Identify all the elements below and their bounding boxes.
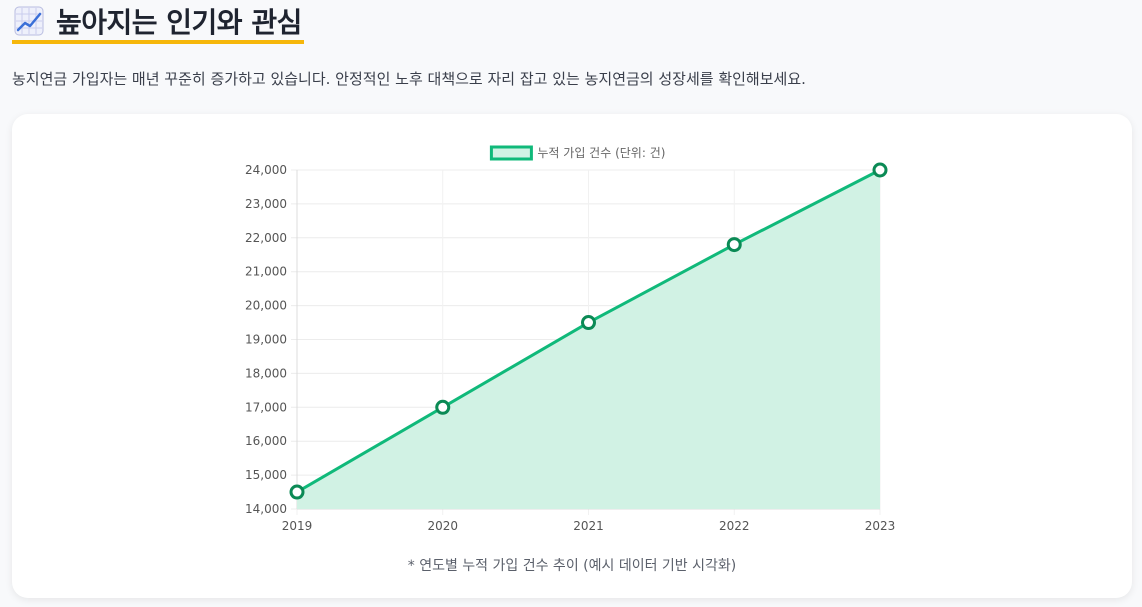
chart-card: 누적 가입 건수 (단위: 건) 14,000 15,000 16,000 17,00… xyxy=(12,114,1132,598)
page-title: 높아지는 인기와 관심 xyxy=(56,6,302,39)
intro-text: 농지연금 가입자는 매년 꾸준히 증가하고 있습니다. 안정적인 노후 대책으로… xyxy=(12,70,806,88)
series-points xyxy=(289,162,888,500)
x-tick-label: 2023 xyxy=(865,519,896,533)
y-tick-label: 19,000 xyxy=(245,333,287,347)
chart-legend[interactable]: 누적 가입 건수 (단위: 건) xyxy=(489,145,665,161)
series-fill xyxy=(297,170,880,509)
y-tick-label: 15,000 xyxy=(245,468,287,482)
y-tick-label: 20,000 xyxy=(245,299,287,313)
y-tick-label: 24,000 xyxy=(245,163,287,177)
y-tick-label: 18,000 xyxy=(245,366,287,380)
x-tick-label: 2022 xyxy=(719,519,750,533)
x-tick-label: 2021 xyxy=(573,519,604,533)
data-point[interactable] xyxy=(872,162,888,178)
chart-increasing-icon xyxy=(14,6,44,36)
chart-caption: * 연도별 누적 가입 건수 추이 (예시 데이터 기반 시각화) xyxy=(407,558,737,574)
x-tick-label: 2019 xyxy=(282,519,313,533)
x-tick-label: 2020 xyxy=(427,519,458,533)
y-tick-label: 23,000 xyxy=(245,197,287,211)
data-point[interactable] xyxy=(581,315,596,331)
section-heading: 높아지는 인기와 관심 xyxy=(12,0,304,44)
y-tick-label: 14,000 xyxy=(245,502,287,516)
growth-chart: 누적 가입 건수 (단위: 건) 14,000 15,000 16,000 17,00… xyxy=(245,145,895,533)
y-tick-label: 21,000 xyxy=(245,265,287,279)
data-point[interactable] xyxy=(726,237,742,253)
data-point[interactable] xyxy=(289,484,305,500)
chart-axes: 14,000 15,000 16,000 17,000 18,000 19,000 20,0… xyxy=(245,163,895,533)
legend-swatch xyxy=(489,145,533,161)
y-tick-label: 22,000 xyxy=(245,231,287,245)
y-tick-label: 16,000 xyxy=(245,434,287,448)
y-tick-label: 17,000 xyxy=(245,400,287,414)
legend-label: 누적 가입 건수 (단위: 건) xyxy=(537,146,665,160)
data-point[interactable] xyxy=(435,399,451,415)
